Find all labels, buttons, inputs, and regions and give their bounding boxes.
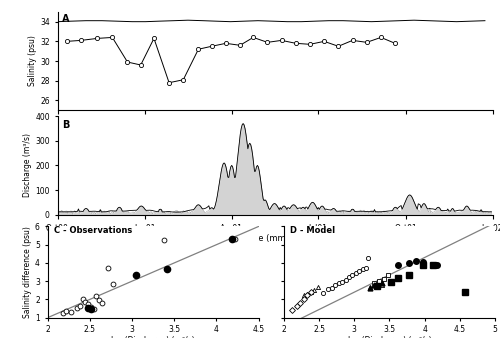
Y-axis label: Salinity difference (psu): Salinity difference (psu) [23,226,32,318]
Text: A: A [62,14,70,24]
X-axis label: Log(Discharge) (m³/s): Log(Discharge) (m³/s) [348,336,432,338]
Y-axis label: Discharge (m³/s): Discharge (m³/s) [24,134,32,197]
X-axis label: Time (mmmyy): Time (mmmyy) [243,234,307,243]
Y-axis label: Salinity (psu): Salinity (psu) [28,35,38,87]
Text: D - Model: D - Model [290,226,336,235]
X-axis label: Log(Discharge) (m³/s): Log(Discharge) (m³/s) [111,336,195,338]
Text: C - Observations: C - Observations [54,226,132,235]
Text: B: B [62,120,69,130]
